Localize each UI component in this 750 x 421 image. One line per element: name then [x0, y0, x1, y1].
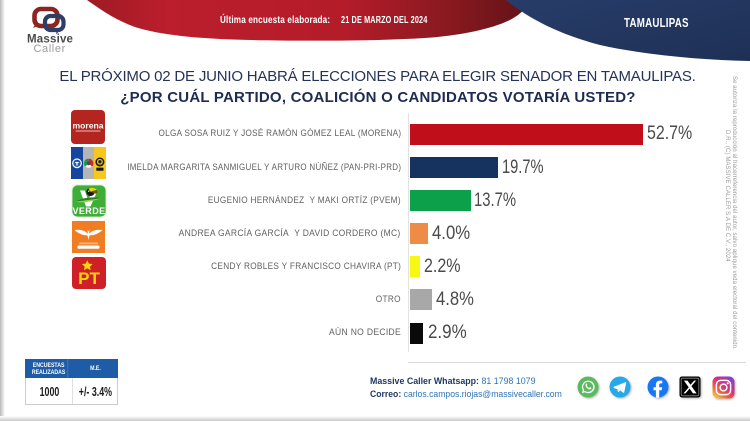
svg-text:Massive: Massive: [27, 34, 73, 46]
svg-text:PT: PT: [78, 269, 100, 288]
svg-text:morena: morena: [72, 120, 103, 130]
svg-text:VERDE: VERDE: [72, 206, 105, 216]
svg-text:Caller: Caller: [34, 43, 66, 55]
